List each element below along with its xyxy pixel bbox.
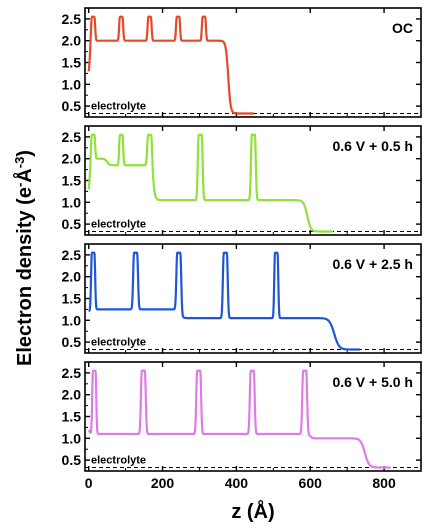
y-tick-label: 2.0: [62, 269, 82, 285]
x-axis-title: z (Å): [231, 499, 274, 523]
y-tick-label: 1.0: [62, 194, 82, 210]
x-tick-label: 400: [225, 475, 249, 491]
electrolyte-label: electrolyte: [91, 219, 146, 231]
y-tick-label: 2.0: [62, 33, 82, 49]
y-tick-label: 0.5: [62, 452, 82, 468]
y-tick-label: 1.5: [62, 173, 82, 189]
density-curve: [87, 133, 334, 233]
panel-condition-label: 0.6 V + 5.0 h: [332, 374, 413, 390]
y-tick-label: 0.5: [62, 216, 82, 232]
y-tick-label: 1.5: [62, 409, 82, 425]
x-tick-label: 0: [85, 475, 93, 491]
y-tick-label: 2.0: [62, 151, 82, 167]
y-tick-label: 1.0: [62, 312, 82, 328]
y-tick-label: 0.5: [62, 98, 82, 114]
electrolyte-label: electrolyte: [91, 455, 146, 467]
y-tick-label: 0.5: [62, 334, 82, 350]
y-tick-label: 1.5: [62, 291, 82, 307]
panel-condition-label: 0.6 V + 0.5 h: [332, 138, 413, 154]
y-tick-label: 1.0: [62, 76, 82, 92]
density-curve: [87, 15, 255, 115]
electrolyte-label: electrolyte: [91, 101, 146, 113]
density-curve: [87, 369, 392, 469]
y-tick-label: 1.5: [62, 55, 82, 71]
x-tick-label: 800: [372, 475, 396, 491]
y-tick-label: 2.0: [62, 387, 82, 403]
panel-condition-label: OC: [392, 20, 413, 36]
y-tick-label: 2.5: [62, 247, 82, 263]
y-tick-label: 2.5: [62, 129, 82, 145]
electrolyte-label: electrolyte: [91, 337, 146, 349]
x-tick-label: 200: [151, 475, 175, 491]
y-tick-label: 2.5: [62, 11, 82, 27]
y-axis-title: Electron density (e-Å-3): [12, 150, 36, 366]
x-tick-label: 600: [299, 475, 323, 491]
panel-1: 0.5 1.0 1.5 2.0 2.5 electrolyte OC: [62, 7, 422, 118]
y-tick-label: 2.5: [62, 365, 82, 381]
panel-2: 0.5 1.0 1.5 2.0 2.5 electrolyte 0.6 V + 0.5 h: [62, 125, 422, 236]
panel-4: 0.5 1.0 1.5 2.0 2.5 electrolyte 0.6 V + 5.0 h: [62, 361, 422, 472]
x-axis: 0 200 400 600 800: [85, 475, 396, 491]
panel-condition-label: 0.6 V + 2.5 h: [332, 256, 413, 272]
density-curve: [87, 251, 361, 351]
panel-3: 0.5 1.0 1.5 2.0 2.5 electrolyte 0.6 V + 2.5 h: [62, 243, 422, 354]
y-tick-label: 1.0: [62, 430, 82, 446]
panels-group: 0.5 1.0 1.5 2.0 2.5 electrolyte OC 0.5 1.0 1.5 2.0…: [62, 7, 422, 472]
